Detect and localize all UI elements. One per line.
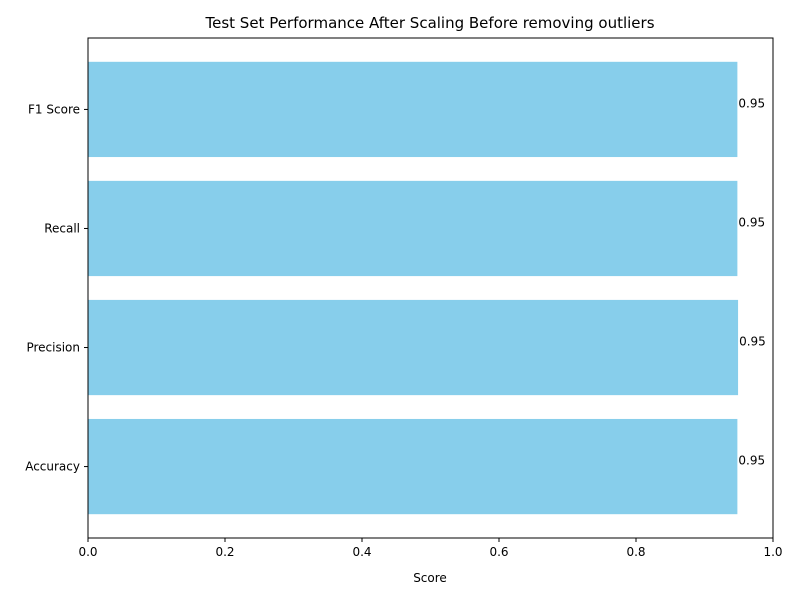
- bar-precision: [88, 299, 739, 396]
- data-labels-group: 0.95 0.95 0.95 0.95: [738, 96, 765, 467]
- y-axis: Accuracy Precision Recall F1 Score: [25, 102, 88, 474]
- bar-accuracy: [88, 418, 738, 515]
- bars-group: [88, 61, 739, 515]
- x-tick-label: 0.8: [626, 545, 645, 559]
- x-tick-label: 0.6: [489, 545, 508, 559]
- x-tick-label: 0.0: [78, 545, 97, 559]
- data-label-accuracy: 0.95: [738, 454, 765, 468]
- chart-title: Test Set Performance After Scaling Befor…: [204, 14, 654, 32]
- plot-frame: [87, 37, 774, 539]
- x-axis-label: Score: [413, 571, 447, 585]
- data-label-recall: 0.95: [738, 215, 765, 229]
- x-tick-label: 0.2: [215, 545, 234, 559]
- x-tick-label: 0.4: [352, 545, 371, 559]
- y-tick-label: F1 Score: [28, 102, 80, 116]
- y-tick-label: Precision: [26, 341, 80, 355]
- data-label-precision: 0.95: [739, 335, 766, 349]
- x-axis: 0.0 0.2 0.4 0.6 0.8 1.0: [78, 538, 783, 559]
- bar-recall: [88, 180, 738, 277]
- y-tick-label: Recall: [44, 221, 80, 235]
- x-tick-label: 1.0: [763, 545, 782, 559]
- y-tick-label: Accuracy: [25, 460, 80, 474]
- data-label-f1-score: 0.95: [738, 96, 765, 110]
- bar-f1-score: [88, 61, 738, 158]
